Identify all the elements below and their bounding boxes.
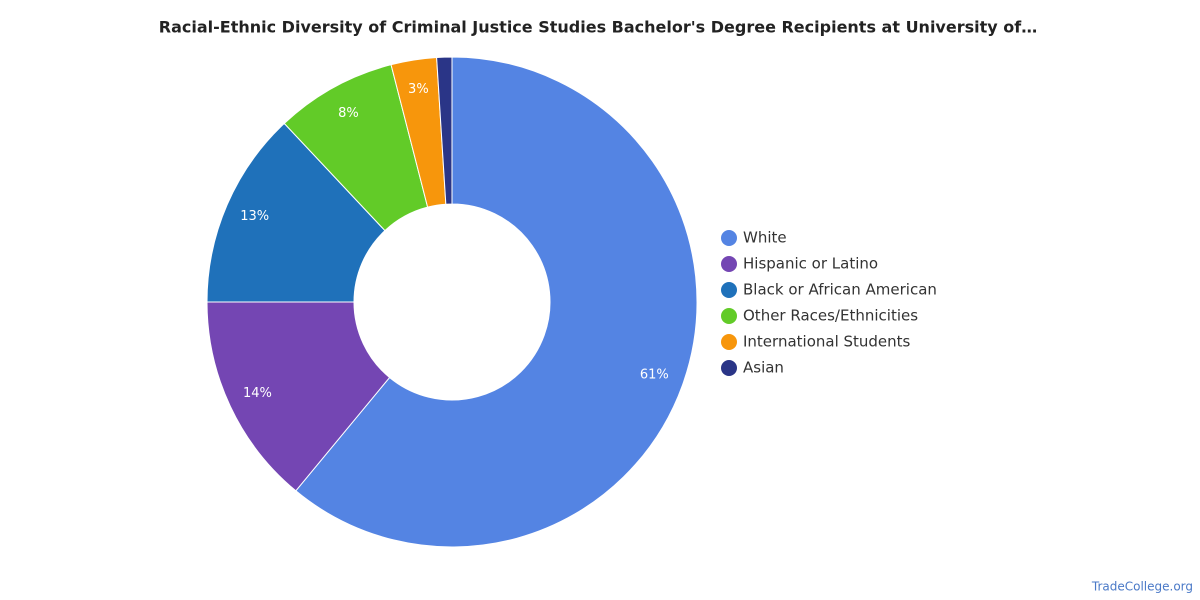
data-label: 13% [240, 209, 269, 224]
slice [206, 301, 391, 492]
data-label: 3% [408, 82, 429, 97]
legend-label: White [743, 229, 787, 247]
slice [295, 56, 698, 548]
chart-title: Racial-Ethnic Diversity of Criminal Just… [159, 18, 1037, 37]
legend-label: Other Races/Ethnicities [743, 307, 918, 325]
legend-marker [721, 308, 737, 324]
legend-marker [721, 334, 737, 350]
legend-label: Hispanic or Latino [743, 255, 878, 273]
data-label: 14% [243, 386, 272, 401]
legend-marker [721, 256, 737, 272]
legend-marker [721, 282, 737, 298]
slice [436, 56, 453, 205]
slice [206, 122, 386, 303]
source: TradeCollege.org [1091, 580, 1193, 594]
legend-label: Black or African American [743, 281, 937, 299]
legend-marker [721, 360, 737, 376]
legend-label: Asian [743, 359, 784, 377]
data-label: 8% [338, 106, 359, 121]
legend-label: International Students [743, 333, 911, 351]
legend-marker [721, 230, 737, 246]
data-label: 61% [640, 367, 669, 382]
